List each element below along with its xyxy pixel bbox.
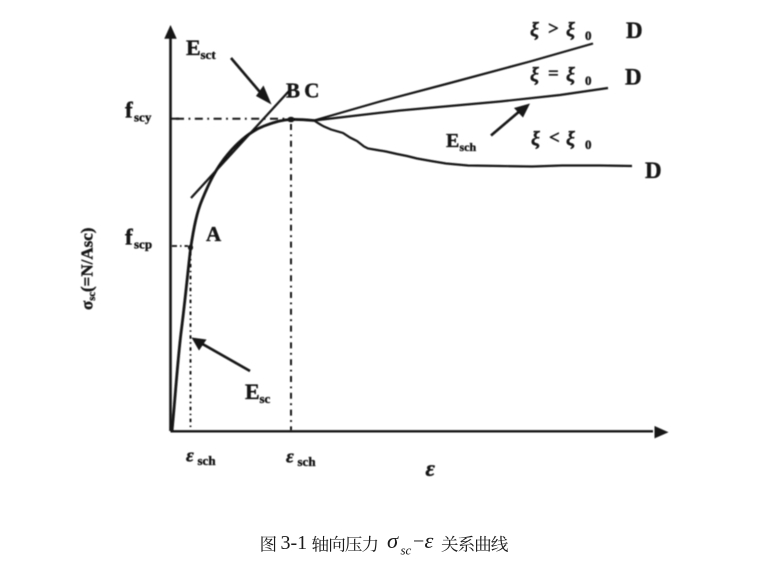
svg-text:ξ: ξ <box>566 128 575 150</box>
svg-text:=: = <box>548 64 559 85</box>
svg-text:3-1: 3-1 <box>281 532 308 554</box>
svg-text:scp: scp <box>134 237 152 252</box>
svg-text:E: E <box>245 379 260 404</box>
svg-text:ε: ε <box>186 446 194 467</box>
svg-text:0: 0 <box>585 137 592 152</box>
svg-text:ε: ε <box>425 528 434 553</box>
svg-text:D: D <box>626 18 643 43</box>
svg-text:ξ: ξ <box>566 64 575 86</box>
svg-text:σsc(=N/Asc): σsc(=N/Asc) <box>78 228 99 310</box>
svg-text:0: 0 <box>585 73 592 88</box>
svg-text:sch: sch <box>298 454 317 469</box>
svg-text:A: A <box>206 222 222 246</box>
svg-text:scy: scy <box>134 110 152 125</box>
svg-text:0: 0 <box>585 28 592 43</box>
svg-text:−: − <box>413 531 424 553</box>
svg-text:B C: B C <box>286 79 319 103</box>
svg-text:σ: σ <box>387 528 399 553</box>
svg-text:sc: sc <box>260 391 271 406</box>
svg-text:sct: sct <box>201 47 217 62</box>
svg-text:ξ: ξ <box>531 128 540 150</box>
svg-text:sch: sch <box>460 140 477 154</box>
svg-text:sc: sc <box>401 543 412 558</box>
svg-text:sch: sch <box>198 453 217 468</box>
svg-text:f: f <box>125 225 133 250</box>
svg-text:ε: ε <box>426 456 436 481</box>
svg-text:f: f <box>125 98 133 123</box>
svg-text:<: < <box>549 128 560 149</box>
svg-text:ξ: ξ <box>530 64 539 86</box>
svg-text:ε: ε <box>286 447 294 468</box>
svg-text:E: E <box>186 35 201 60</box>
svg-text:ξ: ξ <box>566 19 575 41</box>
svg-text:E: E <box>446 130 459 152</box>
svg-text:ξ: ξ <box>530 19 539 41</box>
svg-text:D: D <box>645 158 662 183</box>
svg-text:>: > <box>548 19 559 40</box>
svg-text:D: D <box>625 65 642 90</box>
